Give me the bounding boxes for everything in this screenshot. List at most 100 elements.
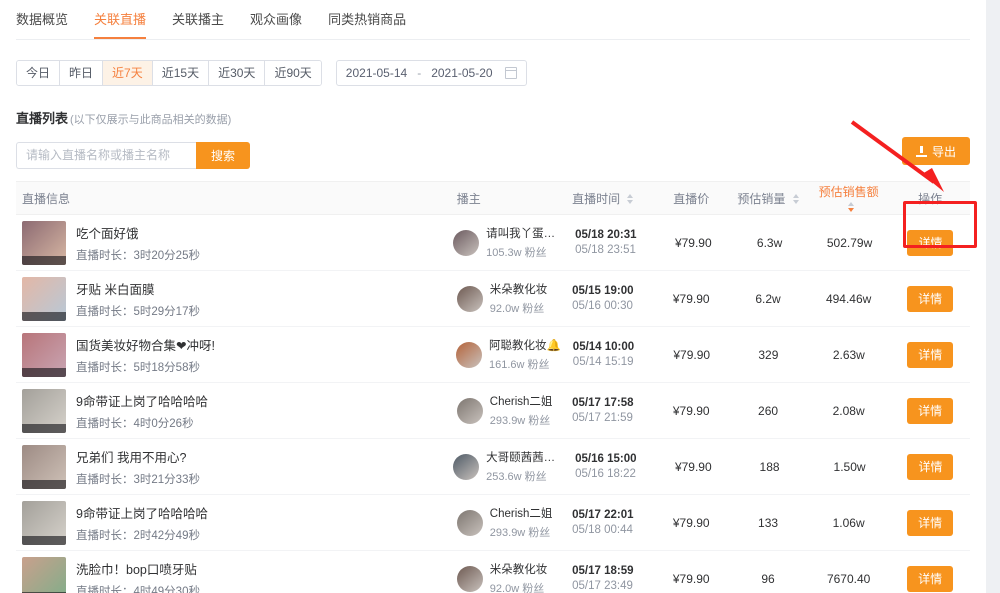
detail-button[interactable]: 详情 (907, 341, 954, 368)
search-input[interactable] (16, 141, 196, 169)
detail-button[interactable]: 详情 (907, 229, 954, 256)
cell-price: ¥79.90 (672, 571, 710, 586)
header-anchor: 播主 (456, 191, 481, 206)
anchor-name[interactable]: 米朵教化妆 (489, 564, 548, 576)
date-segment-5[interactable]: 近90天 (265, 61, 321, 85)
cell-est-amount: 2.08w (832, 403, 865, 418)
tab-4[interactable]: 同类热销商品 (328, 12, 407, 27)
sort-arrows-icon (792, 194, 799, 205)
live-title[interactable]: 9命带证上岗了哈哈哈哈 (76, 506, 208, 521)
date-segment-4[interactable]: 近30天 (209, 61, 266, 85)
anchor-name[interactable]: 米朵教化妆 (489, 284, 548, 296)
anchor-fans: 293.9w 粉丝 (489, 527, 551, 539)
anchor-text: 大哥颐茜茜「BC... 253.6w 粉丝 (486, 449, 563, 484)
anchor-name[interactable]: Cherish二姐 (489, 508, 553, 520)
header-est-sales-label: 预估销量 (737, 191, 786, 206)
live-thumbnail[interactable] (22, 388, 66, 433)
detail-button[interactable]: 详情 (907, 453, 954, 480)
header-est-amount[interactable]: 预估销售额 (807, 183, 890, 214)
live-title[interactable]: 国货美妆好物合集❤冲呀! (76, 338, 215, 353)
live-duration: 直播时长：3时20分25秒 (76, 249, 200, 262)
tab-1[interactable]: 关联直播 (94, 11, 147, 39)
time-cell: 05/14 10:00 05/14 15:19 (573, 341, 648, 368)
avatar[interactable] (456, 509, 483, 536)
header-est-sales[interactable]: 预估销量 (729, 190, 807, 207)
table-row: 9命带证上岗了哈哈哈哈 直播时长：2时42分49秒 Cherish二姐 293.9w … (16, 495, 970, 551)
detail-button[interactable]: 详情 (907, 509, 954, 536)
avatar[interactable] (456, 565, 483, 592)
tab-2[interactable]: 关联播主 (172, 12, 225, 27)
live-thumbnail[interactable] (22, 444, 66, 489)
date-segment-3[interactable]: 近15天 (152, 61, 210, 85)
tab-bar: 数据概览 关联直播 关联播主 观众画像 同类热销商品 (16, 0, 970, 42)
avatar[interactable] (453, 229, 480, 256)
live-thumbnail[interactable] (22, 500, 66, 545)
date-segment-1[interactable]: 昨日 (60, 61, 104, 85)
section-title-note: (以下仅展示与此商品相关的数据) (70, 114, 232, 126)
cell-est-amount: 7670.40 (826, 571, 871, 586)
live-text: 兄弟们 我用不用心? 直播时长：3时21分33秒 (76, 447, 200, 487)
search-button[interactable]: 搜索 (196, 141, 250, 169)
detail-button[interactable]: 详情 (907, 285, 954, 312)
anchor-name[interactable]: 大哥颐茜茜「BC... (486, 452, 563, 464)
live-title[interactable]: 洗脸巾！bop口喷牙贴 (76, 562, 197, 577)
live-thumbnail[interactable] (22, 220, 66, 265)
detail-button[interactable]: 详情 (907, 397, 954, 424)
live-title[interactable]: 9命带证上岗了哈哈哈哈 (76, 394, 208, 409)
live-thumbnail[interactable] (22, 276, 66, 321)
live-start-time: 05/17 17:58 (572, 397, 634, 409)
live-duration: 直播时长：5时29分17秒 (76, 305, 200, 318)
cell-est-sales: 329 (758, 347, 779, 362)
avatar[interactable] (456, 285, 483, 312)
cell-est-sales: 260 (758, 403, 779, 418)
anchor-text: 阿聪教化妆🔔 161.6w 粉丝 (489, 337, 561, 372)
live-duration: 直播时长：5时18分58秒 (76, 361, 200, 374)
header-live-time[interactable]: 直播时间 (566, 190, 653, 207)
live-title[interactable]: 吃个面好饿 (76, 226, 139, 241)
cell-price: ¥79.90 (672, 403, 710, 418)
avatar[interactable] (455, 341, 482, 368)
cell-live-time: 05/14 10:00 05/14 15:19 (567, 341, 654, 368)
cell-live-time: 05/16 15:00 05/16 18:22 (569, 453, 656, 480)
date-range-picker[interactable]: 2021-05-14 - 2021-05-20 (335, 60, 527, 86)
anchor: 请叫我丫蛋（YY） 105.3w 粉丝 (453, 225, 563, 260)
cell-action: 详情 (891, 229, 970, 256)
avatar[interactable] (456, 397, 483, 424)
cell-price: ¥79.90 (674, 235, 712, 250)
date-separator: - (417, 66, 422, 80)
live-title[interactable]: 牙贴 米白面膜 (76, 282, 155, 297)
live-text: 吃个面好饿直播时长：3时20分25秒 (76, 223, 200, 263)
cell-est-amount: 2.63w (832, 347, 865, 362)
cell-est-sales: 96 (761, 571, 775, 586)
cell-action: 详情 (890, 509, 970, 536)
anchor-name[interactable]: Cherish二姐 (489, 396, 553, 408)
table-row: 牙贴 米白面膜 直播时长：5时29分17秒 米朵教化妆 92.0w 粉丝 05/15 1… (16, 271, 970, 327)
anchor-name[interactable]: 阿聪教化妆🔔 (488, 340, 561, 352)
live-text: 国货美妆好物合集❤冲呀! 直播时长：5时18分58秒 (76, 335, 215, 375)
thumbnail-caption-bar (22, 367, 66, 377)
date-segment-0[interactable]: 今日 (17, 61, 61, 85)
live-thumbnail[interactable] (22, 556, 66, 593)
avatar[interactable] (453, 453, 480, 480)
cell-live-info: 9命带证上岗了哈哈哈哈 直播时长：4时0分26秒 (16, 388, 451, 433)
cell-price: ¥79.90 (674, 459, 712, 474)
page-scroll-gutter[interactable] (986, 0, 1000, 593)
live-start-time: 05/14 10:00 (572, 341, 635, 353)
live-thumbnail[interactable] (22, 332, 66, 377)
export-button[interactable]: 导出 (901, 137, 970, 165)
cell-price: ¥79.90 (672, 515, 710, 530)
date-segment-2[interactable]: 近7天 (103, 61, 153, 85)
tab-3[interactable]: 观众画像 (250, 12, 303, 27)
anchor-name[interactable]: 请叫我丫蛋（YY） (486, 228, 563, 240)
live-end-time: 05/17 23:49 (572, 580, 633, 592)
detail-button[interactable]: 详情 (907, 565, 954, 592)
time-cell: 05/15 19:00 05/16 00:30 (572, 285, 647, 312)
live-title[interactable]: 兄弟们 我用不用心? (76, 450, 187, 465)
time-cell: 05/16 15:00 05/16 18:22 (575, 453, 650, 480)
tab-0[interactable]: 数据概览 (16, 12, 69, 27)
live-duration: 直播时长：4时0分26秒 (76, 417, 194, 430)
cell-est-amount: 1.50w (833, 459, 866, 474)
cell-est-sales: 6.3w (756, 235, 783, 250)
anchor-text: Cherish二姐 293.9w 粉丝 (490, 505, 553, 540)
